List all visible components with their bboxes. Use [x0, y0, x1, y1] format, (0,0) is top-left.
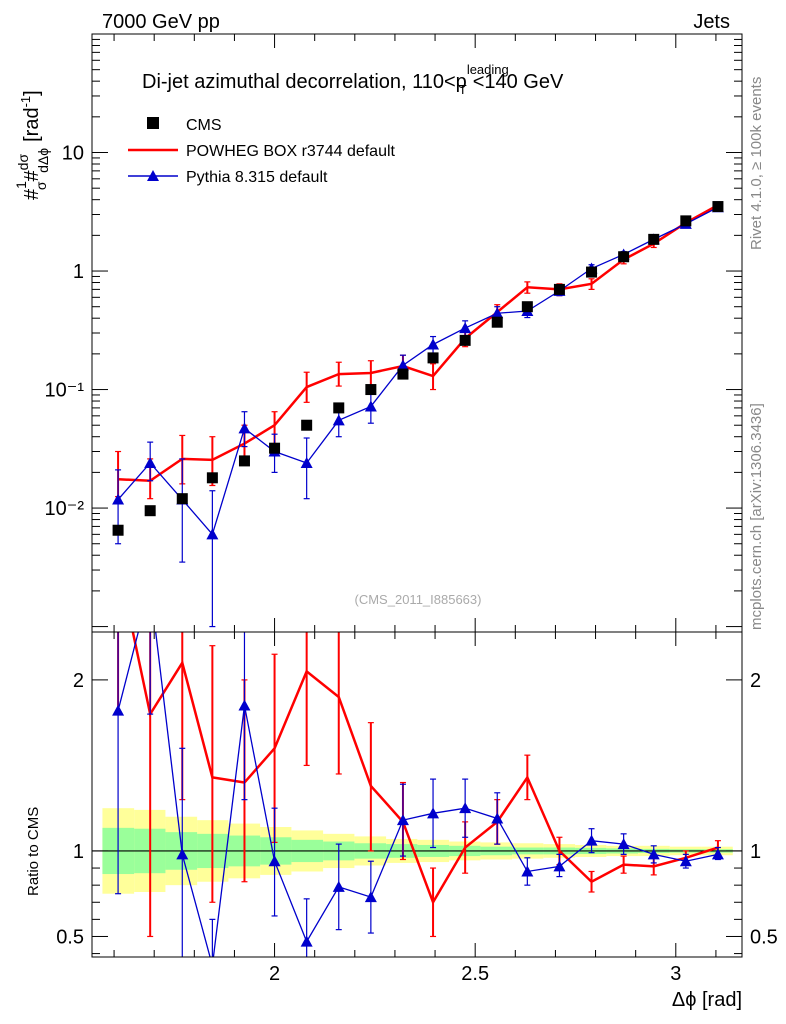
cms-data-point: [712, 201, 724, 213]
chart-title: Di-jet azimuthal decorrelation, 110<plea…: [142, 62, 564, 97]
cms-data-point: [301, 419, 313, 431]
pythia-ratio-point: [206, 960, 218, 971]
cms-data-point: [206, 472, 218, 484]
pythia-point: [144, 457, 157, 469]
cms-data-point: [586, 266, 598, 278]
cms-data-point: [459, 334, 471, 346]
analysis-watermark: (CMS_2011_I885663): [355, 592, 482, 607]
cms-data-point: [365, 384, 377, 396]
cms-data-point: [144, 505, 156, 517]
pythia-ratio-point: [585, 834, 598, 846]
y-tick-label: 10⁻¹: [45, 380, 85, 402]
cms-data-point: [491, 316, 503, 328]
pythia-ratio-point: [268, 855, 281, 867]
y-axis-label: #1 σ#dσ dΔϕ[rad-1]: [13, 90, 51, 200]
legend-marker-cms: [147, 117, 159, 129]
pythia-point: [300, 457, 313, 469]
ratio-panel: 2 2.5 3 0.5 0.5 1 1 2 2 Ratio to CMS: [25, 580, 778, 985]
mcplots-source-label: mcplots.cern.ch [arXiv:1306.3436]: [748, 403, 765, 630]
y-tick-label: 10: [62, 143, 84, 165]
pythia-point: [491, 307, 504, 319]
pythia-ratio-point: [617, 838, 630, 850]
cms-data-point: [333, 402, 345, 414]
pythia-ratio-point: [144, 580, 156, 591]
ratio-y-tick-label-right: 0.5: [750, 926, 778, 948]
cms-data-point: [521, 301, 533, 313]
pythia-ratio-point: [647, 848, 660, 860]
cms-data-point: [176, 493, 188, 505]
pythia-point: [364, 400, 377, 412]
pythia-point: [206, 528, 219, 540]
pythia-point: [112, 493, 125, 505]
legend-label-pythia: Pythia 8.315 default: [186, 169, 328, 186]
ratio-y-tick-label-right: 2: [750, 670, 761, 692]
ratio-y-tick-label: 2: [73, 670, 84, 692]
legend-label-powheg: POWHEG BOX r3744 default: [186, 143, 396, 160]
pythia-point: [332, 414, 345, 426]
pythia-ratio-point: [176, 848, 189, 860]
x-tick-label: 3: [670, 963, 681, 985]
cms-data-point: [112, 524, 124, 536]
y-tick-label: 1: [73, 261, 84, 283]
pythia-point: [427, 338, 440, 350]
pythia-ratio-point: [238, 699, 251, 711]
cms-data-point: [427, 352, 439, 364]
powheg-ratio-line: [131, 632, 719, 906]
pythia-ratio-point: [491, 812, 504, 824]
header-process-label: 7000 GeV pp: [102, 11, 220, 33]
x-tick-label: 2.5: [461, 963, 489, 985]
pythia-ratio-point: [396, 814, 409, 826]
cms-data-point: [680, 215, 692, 227]
cms-data-point: [238, 455, 250, 467]
pythia-ratio-line: [117, 632, 719, 957]
ratio-y-tick-label: 0.5: [56, 926, 84, 948]
powheg-line: [118, 204, 719, 483]
pythia-point: [238, 422, 251, 434]
legend-label-cms: CMS: [186, 117, 222, 134]
pythia-ratio-point: [521, 865, 534, 877]
pythia-ratio-point: [112, 704, 125, 716]
pythia-ratio-point: [553, 860, 566, 872]
ratio-frame: [91, 631, 743, 958]
pythia-ratio-point: [459, 802, 472, 814]
pythia-ratio-point: [332, 880, 345, 892]
pythia-ratio-point: [300, 935, 313, 947]
pythia-ratio-point: [427, 807, 440, 819]
cms-data-point: [648, 233, 660, 245]
pythia-ratio-point: [711, 848, 724, 860]
pythia-point: [459, 322, 472, 334]
ratio-y-tick-label-right: 1: [750, 841, 761, 863]
main-panel: 10⁻² 10⁻¹ 1 10 (CMS_2011_I885663) Di-jet az…: [13, 33, 743, 633]
rivet-version-label: Rivet 4.1.0, ≥ 100k events: [748, 76, 765, 250]
x-tick-label: 2: [269, 963, 280, 985]
ratio-y-tick-label: 1: [73, 841, 84, 863]
header-category-label: Jets: [693, 11, 730, 33]
cms-data-point: [397, 368, 409, 380]
x-axis-label: Δϕ [rad]: [672, 989, 742, 1011]
cms-data-point: [618, 251, 630, 263]
cms-data-point: [269, 442, 281, 454]
pythia-ratio-point: [364, 891, 377, 903]
pythia-ratio-point: [679, 855, 692, 867]
ratio-y-axis-label: Ratio to CMS: [25, 807, 42, 896]
legend: CMS POWHEG BOX r3744 default Pythia 8.31…: [128, 117, 396, 186]
legend-marker-pythia: [147, 170, 159, 181]
y-tick-label: 10⁻²: [45, 498, 85, 520]
cms-data-point: [553, 283, 565, 295]
pythia-point: [396, 359, 409, 371]
